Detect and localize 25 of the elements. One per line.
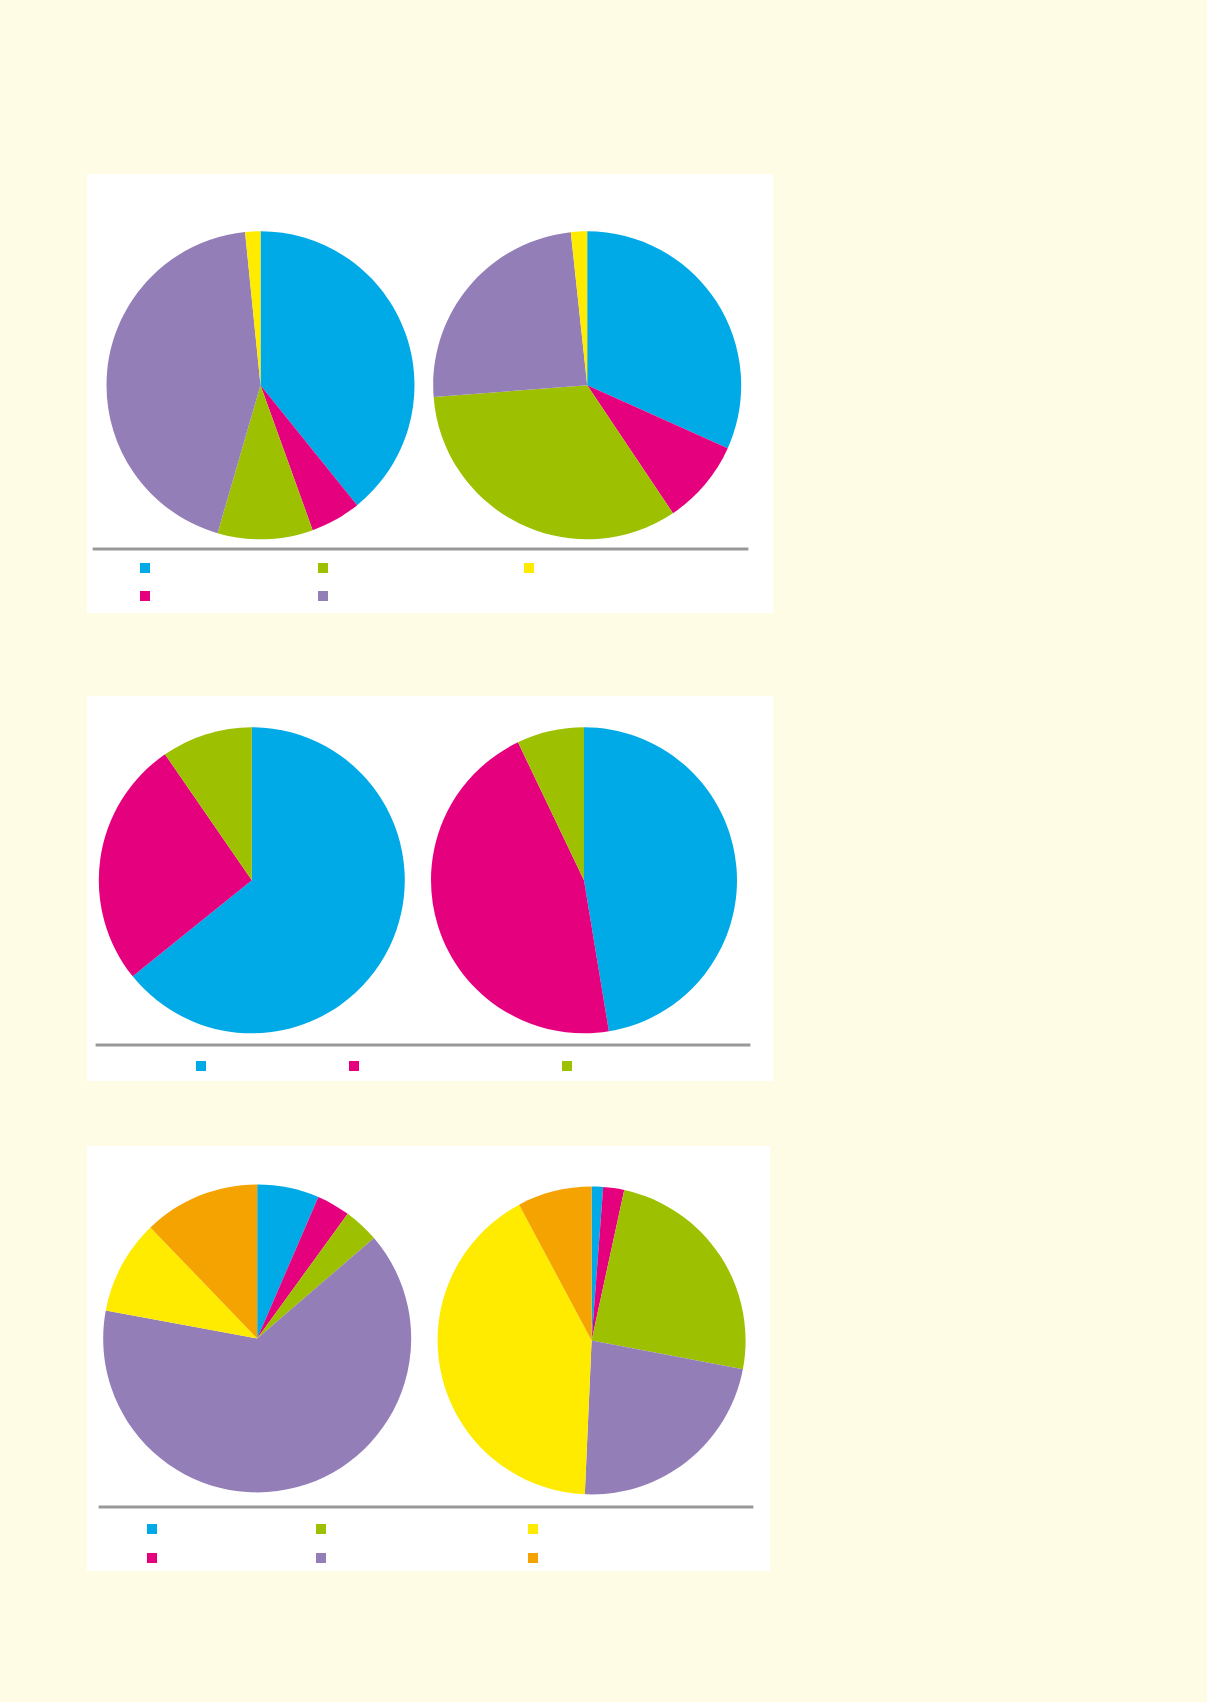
pie-slice [584,1340,743,1495]
pie-slice [217,385,313,540]
pie-slice [257,1197,348,1339]
pie-slice [165,727,252,881]
pie-slice [260,231,415,506]
pie-slice [437,1204,592,1495]
pie-slice [584,727,737,1032]
pie-slice [245,231,261,386]
pie-slice [433,385,673,540]
pie-slice [591,1190,746,1370]
pie-slice [587,385,728,514]
pie-slice [132,727,405,1034]
pie-slice [257,1213,374,1339]
pie-slice [106,232,261,534]
pie-slice [517,727,584,881]
pie-slice [98,754,252,977]
pie-slice [105,1227,258,1339]
pie-slice [257,1184,319,1339]
pie-slice [433,232,588,397]
pie-slice [587,231,742,449]
pie-slice [103,1238,412,1493]
pie-slice [519,1186,592,1341]
pie-slice [260,385,358,531]
pie-slice [150,1184,258,1339]
pie-slice [431,742,609,1034]
